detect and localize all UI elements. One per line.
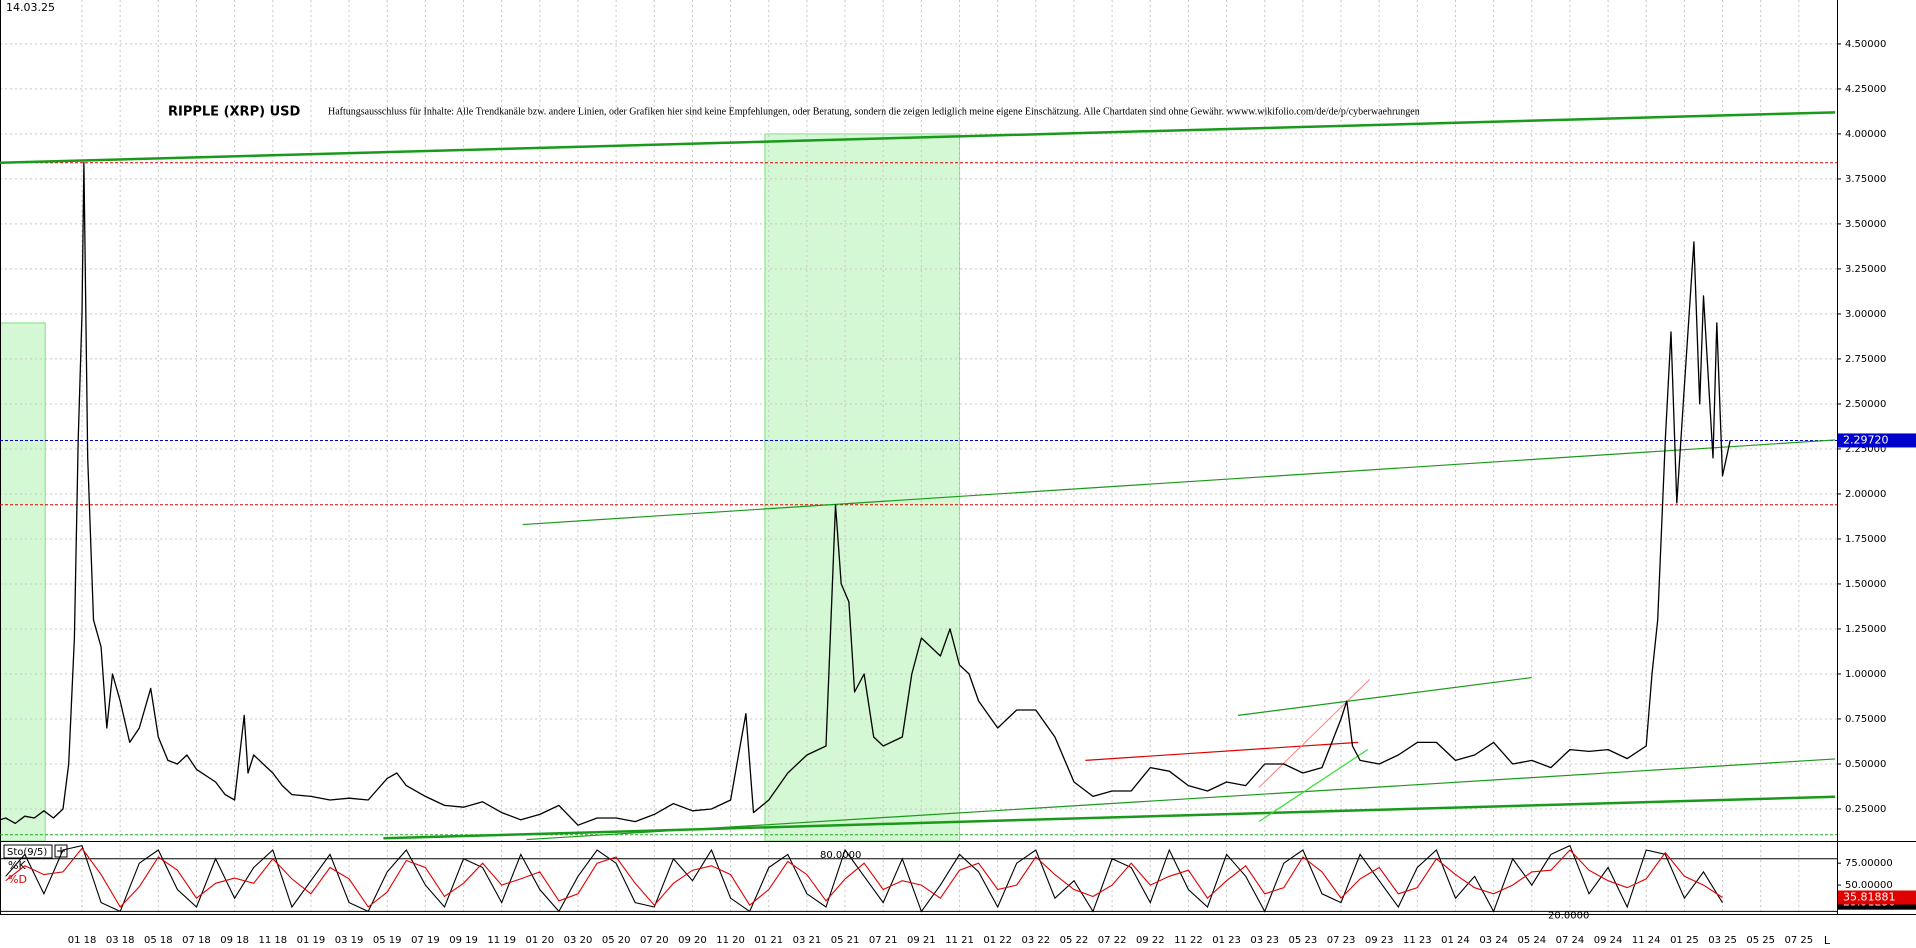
level-label: 20.0000 (1548, 910, 1589, 921)
x-tick-label: 01 23 (1212, 935, 1241, 946)
y-tick-label: 3.50000 (1845, 219, 1886, 230)
y-tick-label: 0.25000 (1845, 804, 1886, 815)
value-box (1838, 890, 1916, 905)
x-tick-label: 09 18 (220, 935, 249, 946)
y-tick-label: 2.25000 (1845, 444, 1886, 455)
y-tick-label: 1.75000 (1845, 534, 1886, 545)
legend-entry: %D (8, 873, 27, 886)
x-tick-label: 11 20 (716, 935, 745, 946)
x-tick-label: 03 22 (1021, 935, 1050, 946)
y-tick-label: 0.75000 (1845, 714, 1886, 725)
x-tick-label: 07 22 (1098, 935, 1127, 946)
x-tick-label: 07 20 (640, 935, 669, 946)
highlight-region (764, 133, 961, 842)
y-tick-label: 0.50000 (1845, 759, 1886, 770)
y-tick-label: 1.00000 (1845, 669, 1886, 680)
level-label: 80.0000 (820, 850, 861, 861)
corner-label: L (1824, 934, 1831, 947)
x-tick-label: 09 19 (449, 935, 478, 946)
y-tick-label: 75.00000 (1845, 858, 1893, 869)
x-tick-label: 05 22 (1060, 935, 1089, 946)
x-tick-label: 11 22 (1174, 935, 1203, 946)
trend-line (1237, 676, 1532, 716)
date-label: 14.03.25 (6, 1, 55, 14)
x-tick-label: 05 18 (144, 935, 173, 946)
x-tick-label: 05 25 (1746, 935, 1775, 946)
x-tick-label: 03 20 (564, 935, 593, 946)
x-tick-label: 05 23 (1289, 935, 1318, 946)
y-tick-label: 3.75000 (1845, 174, 1886, 185)
x-tick-label: 07 18 (182, 935, 211, 946)
x-tick-label: 09 21 (907, 935, 936, 946)
x-tick-label: 03 21 (793, 935, 822, 946)
x-tick-label: 07 21 (869, 935, 898, 946)
disclaimer: Haftungsausschluss für Inhalte: Alle Tre… (328, 106, 1420, 117)
x-tick-label: 09 23 (1365, 935, 1394, 946)
plot-layer (0, 0, 1837, 914)
stochastic-line (5, 847, 1723, 908)
y-tick-label: 50.00000 (1845, 880, 1893, 891)
x-tick-label: 11 21 (945, 935, 974, 946)
x-tick-label: 05 21 (831, 935, 860, 946)
value-label: 35.81881 (1843, 891, 1896, 904)
trend-line (522, 439, 1836, 526)
x-tick-label: 03 25 (1708, 935, 1737, 946)
stochastic-line (5, 844, 1723, 913)
x-tick-label: 11 24 (1632, 935, 1661, 946)
x-tick-label: 09 24 (1594, 935, 1623, 946)
y-tick-label: 1.50000 (1845, 579, 1886, 590)
x-tick-label: 11 19 (487, 935, 516, 946)
y-tick-label: 4.00000 (1845, 129, 1886, 140)
trend-line (0, 111, 1836, 164)
trend-line (383, 795, 1836, 840)
value-box (1838, 433, 1916, 448)
trend-line (1258, 678, 1370, 788)
y-tick-label: 4.25000 (1845, 84, 1886, 95)
trend-line (1258, 749, 1369, 823)
y-tick-label: 2.00000 (1845, 489, 1886, 500)
x-tick-label: 07 24 (1556, 935, 1585, 946)
y-tick-label: 4.50000 (1845, 39, 1886, 50)
x-tick-label: 05 24 (1517, 935, 1546, 946)
x-tick-label: 05 20 (602, 935, 631, 946)
x-tick-label: 03 24 (1479, 935, 1508, 946)
y-tick-label: 1.25000 (1845, 624, 1886, 635)
x-tick-label: 11 18 (258, 935, 287, 946)
x-tick-label: 05 19 (373, 935, 402, 946)
x-tick-label: 01 21 (754, 935, 783, 946)
x-tick-label: 01 25 (1670, 935, 1699, 946)
trend-line (526, 758, 1836, 841)
price-line (0, 162, 1731, 826)
y-tick-label: 2.75000 (1845, 354, 1886, 365)
x-tick-label: 07 23 (1327, 935, 1356, 946)
indicator-title: Sto(9/5) (7, 847, 47, 858)
x-tick-label: 09 20 (678, 935, 707, 946)
legend-entry: %K (8, 859, 26, 872)
trend-line (1085, 741, 1359, 761)
x-tick-label: 01 19 (297, 935, 326, 946)
value-label: 2.29720 (1843, 433, 1889, 446)
highlight-region (0, 322, 46, 842)
x-tick-label: 07 25 (1785, 935, 1814, 946)
x-tick-label: 03 18 (106, 935, 135, 946)
x-tick-label: 01 18 (68, 935, 97, 946)
x-tick-label: 11 23 (1403, 935, 1432, 946)
x-tick-label: 03 23 (1250, 935, 1279, 946)
y-tick-label: 3.25000 (1845, 264, 1886, 275)
x-tick-label: 01 24 (1441, 935, 1470, 946)
y-tick-label: 2.50000 (1845, 399, 1886, 410)
y-tick-label: 3.00000 (1845, 309, 1886, 320)
x-tick-label: 01 22 (983, 935, 1012, 946)
indicator-box (3, 844, 53, 859)
x-tick-label: 09 22 (1136, 935, 1165, 946)
x-tick-label: 01 20 (526, 935, 555, 946)
x-tick-label: 03 19 (335, 935, 364, 946)
chart-title: RIPPLE (XRP) USD (168, 105, 300, 120)
x-tick-label: 07 19 (411, 935, 440, 946)
